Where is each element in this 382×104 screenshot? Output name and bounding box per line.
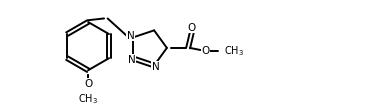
Text: O: O [188, 23, 196, 33]
Text: CH$_3$: CH$_3$ [224, 44, 244, 58]
Text: N: N [126, 31, 134, 41]
Text: O: O [201, 46, 209, 56]
Text: O: O [84, 79, 92, 89]
Text: N: N [152, 62, 159, 72]
Text: N: N [128, 55, 136, 65]
Text: CH$_3$: CH$_3$ [78, 92, 98, 104]
